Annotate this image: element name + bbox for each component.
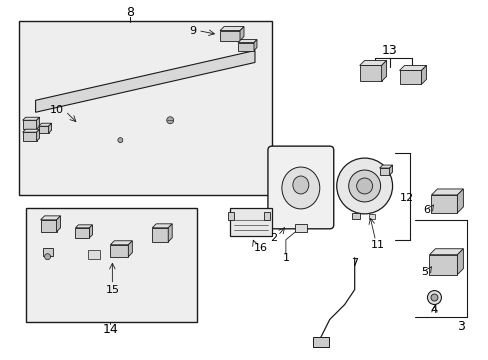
Polygon shape [128,241,132,257]
Polygon shape [421,66,426,84]
Polygon shape [456,189,463,213]
Bar [264,212,269,220]
Polygon shape [240,27,244,41]
Bar [359,66,381,81]
Polygon shape [168,224,172,242]
Polygon shape [39,123,51,126]
Bar [22,132,37,141]
Circle shape [348,170,380,202]
Circle shape [336,158,392,214]
Polygon shape [428,249,463,255]
Bar [220,31,240,41]
Bar [152,228,168,242]
Polygon shape [57,216,61,232]
Text: 11: 11 [370,240,384,250]
Bar [39,126,48,133]
Bar [75,228,89,238]
Text: 5: 5 [420,267,427,276]
Polygon shape [379,165,392,168]
Bar [19,21,271,195]
Circle shape [118,138,122,143]
Polygon shape [430,189,463,195]
Polygon shape [359,60,386,66]
Circle shape [356,178,372,194]
Bar [379,168,389,175]
Bar [88,250,100,259]
Bar [238,42,253,50]
Polygon shape [41,216,61,220]
Bar [368,214,374,219]
Polygon shape [36,50,254,112]
Ellipse shape [292,176,308,194]
Text: 9: 9 [189,26,196,36]
Polygon shape [37,117,40,129]
Text: 12: 12 [399,193,413,203]
Text: 15: 15 [105,284,119,294]
Circle shape [430,294,437,301]
Polygon shape [75,225,92,228]
Polygon shape [22,129,40,132]
Polygon shape [89,225,92,238]
Bar [42,248,52,256]
Polygon shape [399,66,426,71]
Polygon shape [48,123,51,133]
Text: 16: 16 [253,243,267,253]
Polygon shape [238,40,256,42]
Circle shape [166,117,173,124]
Bar [430,195,456,213]
Circle shape [427,291,441,305]
Bar [22,120,37,129]
Text: 3: 3 [456,320,465,333]
Text: 1: 1 [282,253,289,263]
Polygon shape [152,224,172,228]
Bar [399,71,421,84]
Polygon shape [456,249,463,275]
Polygon shape [22,117,40,120]
Bar [41,220,57,232]
Text: 14: 14 [102,323,118,336]
Bar [110,245,128,257]
Circle shape [44,254,50,260]
Bar [428,255,456,275]
Bar [227,212,234,220]
Text: 7: 7 [350,258,358,268]
Bar [229,208,271,236]
Polygon shape [381,60,386,81]
Bar [25,208,197,323]
Bar [294,224,306,232]
FancyBboxPatch shape [267,146,333,229]
Bar [351,213,359,219]
Text: 13: 13 [381,44,397,57]
Text: 4: 4 [430,306,437,315]
Polygon shape [220,27,244,31]
Text: 2: 2 [270,233,277,243]
Text: 10: 10 [49,105,63,115]
Bar [312,337,328,347]
Polygon shape [110,241,132,245]
Polygon shape [253,40,256,50]
Text: 6: 6 [422,205,429,215]
Ellipse shape [281,167,319,209]
Polygon shape [37,129,40,141]
Polygon shape [389,165,392,175]
Text: 8: 8 [126,6,134,19]
